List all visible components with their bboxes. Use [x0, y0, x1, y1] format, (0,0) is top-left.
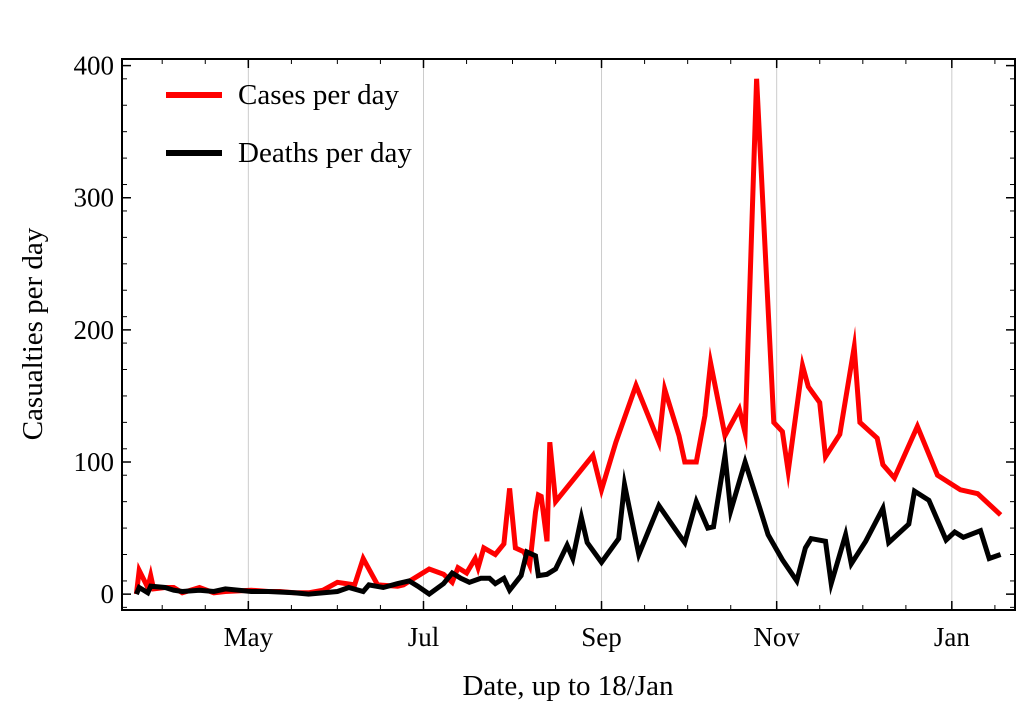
deaths-line — [134, 436, 1002, 598]
y-axis-title: Casualties per day — [17, 227, 49, 440]
x-tick-label: Nov — [753, 622, 800, 652]
y-tick-label: 300 — [74, 183, 115, 213]
x-axis-title: Date, up to 18/Jan — [462, 670, 674, 702]
grid-lines — [247, 59, 953, 610]
x-tick-label: Jan — [934, 622, 970, 652]
y-tick-label: 400 — [74, 51, 115, 81]
axis-ticks — [122, 59, 1015, 610]
legend-label-cases: Cases per day — [238, 79, 400, 111]
plot-frame — [121, 58, 1016, 611]
legend-label-deaths: Deaths per day — [238, 137, 412, 169]
x-tick-label: Sep — [581, 622, 622, 652]
y-tick-label: 200 — [74, 315, 115, 345]
y-tick-label: 100 — [74, 447, 115, 477]
y-tick-label: 0 — [101, 579, 115, 609]
x-tick-label: Jul — [408, 622, 440, 652]
y-tick-labels: 0 100 200 300 400 — [74, 51, 115, 610]
series-lines — [133, 78, 1003, 598]
legend: Cases per day Deaths per day — [166, 79, 412, 169]
x-tick-label: May — [224, 622, 274, 652]
x-tick-labels: May Jul Sep Nov Jan — [224, 622, 971, 652]
